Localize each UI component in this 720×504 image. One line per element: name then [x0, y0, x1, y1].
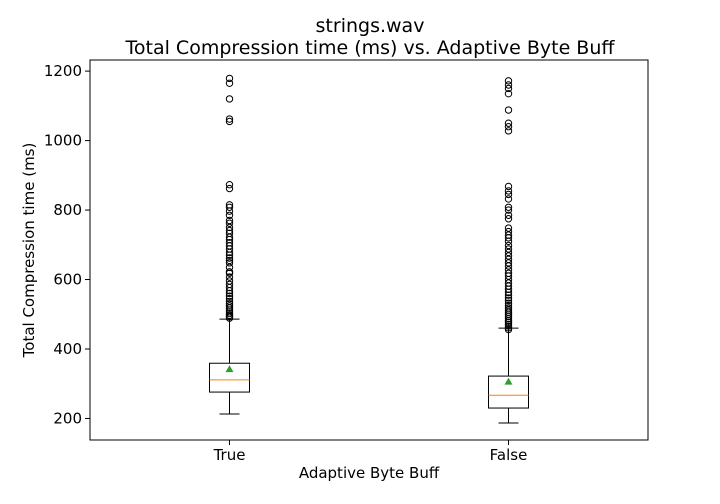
outlier-point — [225, 211, 234, 219]
outlier-point — [225, 115, 234, 123]
outlier-point — [504, 259, 513, 267]
outlier-point — [504, 241, 513, 250]
x-axis-label: Adaptive Byte Buff — [299, 464, 440, 482]
outlier-point — [504, 231, 513, 239]
mean-marker — [225, 365, 234, 373]
outlier-point — [504, 119, 513, 127]
outlier-point — [225, 277, 234, 285]
outlier-point — [504, 294, 513, 302]
outlier-point — [504, 299, 513, 307]
y-tick-label: 1000 — [44, 132, 82, 150]
plot-area: 200 400 600 800 1000 1200 True False — [44, 62, 529, 464]
outlier-point — [504, 187, 513, 195]
outlier-point — [504, 252, 513, 260]
outlier-point — [225, 280, 234, 289]
outlier-point — [504, 301, 513, 310]
outlier-point — [504, 182, 513, 191]
outlier-point — [225, 180, 234, 189]
mean-marker — [504, 377, 513, 385]
outlier-point — [225, 203, 234, 211]
outlier-point — [504, 306, 513, 314]
outlier-point — [225, 256, 234, 265]
outlier-point — [504, 122, 513, 131]
outlier-point — [504, 269, 513, 277]
y-axis-label: Total Compression time (ms) — [20, 143, 38, 359]
outlier-point — [225, 302, 234, 310]
outlier-point — [225, 219, 234, 227]
x-tick-label: True — [213, 446, 246, 464]
y-tick-label: 600 — [53, 271, 82, 289]
outlier-point — [504, 227, 513, 236]
outlier-point — [225, 216, 234, 225]
outlier-point — [225, 263, 234, 272]
outlier-point — [225, 74, 234, 83]
y-tick-label: 200 — [53, 409, 82, 427]
outlier-point — [225, 273, 234, 281]
outlier-point — [504, 211, 513, 219]
chart-subtitle: Total Compression time (ms) vs. Adaptive… — [125, 37, 616, 59]
outlier-point — [504, 279, 513, 287]
outlier-point — [504, 296, 513, 305]
outlier-point — [225, 254, 234, 262]
outlier-point — [225, 184, 234, 193]
outlier-point — [504, 245, 513, 253]
outlier-point — [504, 89, 513, 98]
outlier-point — [225, 259, 234, 267]
outlier-point — [504, 266, 513, 274]
outlier-point — [504, 190, 513, 199]
outlier-point — [504, 77, 513, 85]
outlier-point — [225, 268, 234, 276]
iqr-box — [488, 375, 529, 409]
outlier-point — [504, 224, 513, 232]
outlier-point — [225, 239, 234, 247]
outlier-point — [504, 127, 513, 135]
outlier-point — [504, 215, 513, 223]
outlier-point — [225, 95, 234, 103]
outlier-point — [225, 297, 234, 306]
outlier-point — [504, 248, 513, 257]
outlier-point — [225, 201, 234, 209]
outlier-point — [225, 300, 234, 308]
outlier-point — [504, 195, 513, 203]
outlier-point — [225, 226, 234, 235]
outlier-point — [225, 79, 234, 87]
iqr-box — [209, 362, 250, 393]
y-tick-label: 1200 — [44, 62, 82, 80]
y-tick-label: 400 — [53, 340, 82, 358]
outlier-point — [225, 117, 234, 126]
outlier-point — [504, 203, 513, 211]
outlier-point — [504, 84, 513, 93]
outlier-point — [504, 304, 513, 312]
plot-frame — [89, 59, 649, 441]
y-tick-label: 800 — [53, 201, 82, 219]
outlier-point — [504, 81, 513, 89]
outlier-point — [504, 206, 513, 214]
outlier-point — [225, 292, 234, 300]
outlier-point — [504, 255, 513, 264]
x-tick-label: False — [490, 446, 528, 464]
outlier-point — [225, 223, 234, 232]
outlier-point — [504, 106, 513, 114]
chart-title: strings.wav — [316, 15, 425, 37]
outlier-point — [225, 294, 234, 303]
